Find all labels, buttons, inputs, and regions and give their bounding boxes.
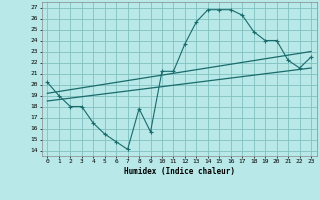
X-axis label: Humidex (Indice chaleur): Humidex (Indice chaleur) [124,167,235,176]
